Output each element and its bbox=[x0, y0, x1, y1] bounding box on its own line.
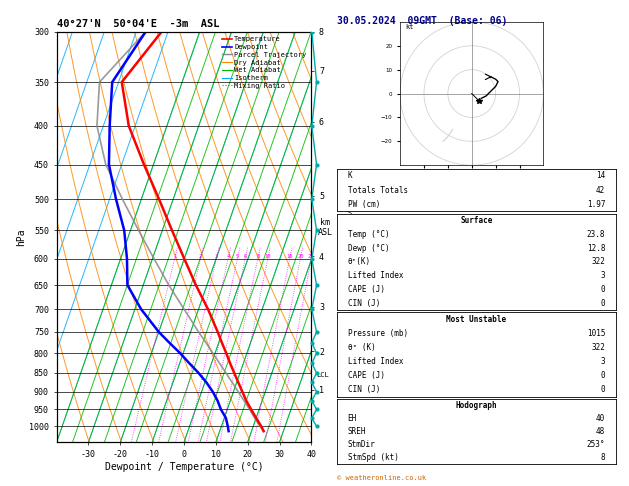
Text: Mixing Ratio (g/kg): Mixing Ratio (g/kg) bbox=[347, 196, 353, 278]
Text: θᵉ(K): θᵉ(K) bbox=[348, 258, 371, 266]
Text: 1.97: 1.97 bbox=[587, 200, 605, 209]
Text: 3: 3 bbox=[601, 271, 605, 280]
Text: LCL: LCL bbox=[316, 372, 329, 378]
Text: Lifted Index: Lifted Index bbox=[348, 271, 403, 280]
Text: CIN (J): CIN (J) bbox=[348, 299, 380, 308]
Text: SREH: SREH bbox=[348, 427, 366, 436]
Text: 3: 3 bbox=[601, 357, 605, 366]
Text: CAPE (J): CAPE (J) bbox=[348, 371, 385, 380]
Y-axis label: km
ASL: km ASL bbox=[318, 218, 333, 237]
Text: Lifted Index: Lifted Index bbox=[348, 357, 403, 366]
Text: 0: 0 bbox=[601, 299, 605, 308]
Text: StmSpd (kt): StmSpd (kt) bbox=[348, 453, 399, 462]
Text: Most Unstable: Most Unstable bbox=[447, 315, 506, 324]
Text: K: K bbox=[348, 171, 352, 180]
Text: 3: 3 bbox=[214, 254, 218, 259]
Text: 48: 48 bbox=[596, 427, 605, 436]
Text: StmDir: StmDir bbox=[348, 440, 376, 449]
Text: 8: 8 bbox=[601, 453, 605, 462]
Text: 20: 20 bbox=[297, 254, 304, 259]
Legend: Temperature, Dewpoint, Parcel Trajectory, Dry Adiabat, Wet Adiabat, Isotherm, Mi: Temperature, Dewpoint, Parcel Trajectory… bbox=[221, 35, 308, 90]
Text: 16: 16 bbox=[286, 254, 293, 259]
Text: θᵉ (K): θᵉ (K) bbox=[348, 343, 376, 352]
Text: 1: 1 bbox=[173, 254, 176, 259]
Text: kt: kt bbox=[405, 24, 413, 30]
Text: 42: 42 bbox=[596, 186, 605, 194]
Text: PW (cm): PW (cm) bbox=[348, 200, 380, 209]
Text: 8: 8 bbox=[256, 254, 259, 259]
Text: 10: 10 bbox=[265, 254, 271, 259]
Text: 0: 0 bbox=[601, 371, 605, 380]
Text: © weatheronline.co.uk: © weatheronline.co.uk bbox=[337, 475, 426, 481]
Text: 23.8: 23.8 bbox=[587, 230, 605, 239]
Text: 40°27'N  50°04'E  -3m  ASL: 40°27'N 50°04'E -3m ASL bbox=[57, 19, 219, 30]
Text: 0: 0 bbox=[601, 285, 605, 294]
Text: 30.05.2024  09GMT  (Base: 06): 30.05.2024 09GMT (Base: 06) bbox=[337, 16, 507, 26]
Text: Hodograph: Hodograph bbox=[455, 401, 498, 410]
Text: Dewp (°C): Dewp (°C) bbox=[348, 243, 389, 253]
Text: EH: EH bbox=[348, 414, 357, 423]
Text: 322: 322 bbox=[591, 343, 605, 352]
Text: Surface: Surface bbox=[460, 216, 493, 225]
Text: 14: 14 bbox=[596, 171, 605, 180]
Text: Temp (°C): Temp (°C) bbox=[348, 230, 389, 239]
Text: 40: 40 bbox=[596, 414, 605, 423]
Text: 253°: 253° bbox=[587, 440, 605, 449]
Text: 5: 5 bbox=[236, 254, 239, 259]
X-axis label: Dewpoint / Temperature (°C): Dewpoint / Temperature (°C) bbox=[104, 462, 264, 472]
Text: CIN (J): CIN (J) bbox=[348, 385, 380, 394]
Text: 12.8: 12.8 bbox=[587, 243, 605, 253]
Text: CAPE (J): CAPE (J) bbox=[348, 285, 385, 294]
Text: 4: 4 bbox=[226, 254, 230, 259]
Y-axis label: hPa: hPa bbox=[16, 228, 26, 246]
Text: 0: 0 bbox=[601, 385, 605, 394]
Text: 322: 322 bbox=[591, 258, 605, 266]
Text: 25: 25 bbox=[308, 254, 314, 259]
Text: 1015: 1015 bbox=[587, 329, 605, 338]
Text: Totals Totals: Totals Totals bbox=[348, 186, 408, 194]
Text: 2: 2 bbox=[199, 254, 202, 259]
Text: Pressure (mb): Pressure (mb) bbox=[348, 329, 408, 338]
Text: 6: 6 bbox=[243, 254, 247, 259]
